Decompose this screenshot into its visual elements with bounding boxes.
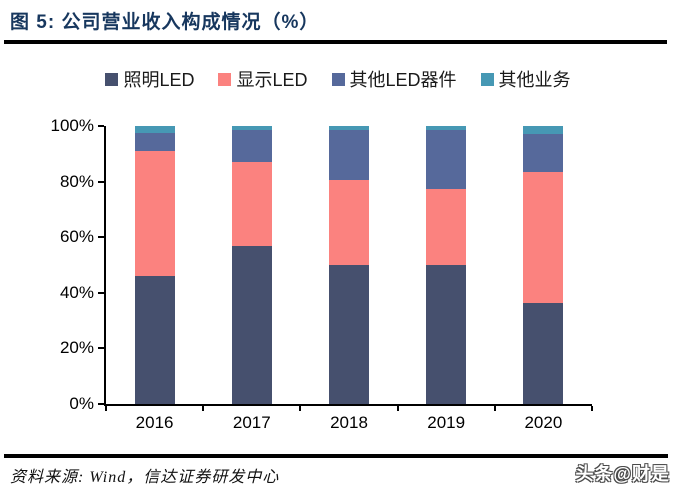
x-axis-tick	[202, 406, 205, 411]
x-axis-tick	[105, 406, 107, 411]
x-axis-label: 2017	[232, 413, 271, 432]
footer-divider	[4, 454, 668, 458]
bar-segment	[329, 126, 369, 131]
legend-label: 其他LED器件	[349, 70, 457, 90]
legend-item-3: 其他业务	[480, 66, 571, 92]
x-axis-label: 2016	[135, 413, 174, 432]
x-axis-tick	[396, 406, 399, 411]
bar-2018	[329, 126, 369, 404]
x-axis-label: 2018	[330, 413, 368, 432]
source-note: 资料来源: Wind，信达证券研发中心	[10, 469, 280, 486]
legend-label: 其他业务	[498, 70, 571, 90]
legend-swatch-icon	[105, 72, 119, 86]
y-axis-label: 0%	[69, 394, 94, 413]
bar-2019	[426, 126, 467, 404]
x-axis-tick	[591, 406, 593, 411]
y-axis-label: 60%	[59, 227, 94, 247]
y-axis-tick	[98, 291, 104, 294]
bar-segment	[426, 188, 467, 265]
legend-label: 显示LED	[236, 70, 308, 90]
bar-segment	[134, 276, 175, 404]
watermark: 头条@财是	[575, 464, 670, 484]
y-axis-tick	[98, 236, 104, 239]
y-axis-tick	[98, 403, 104, 405]
bar-segment	[426, 130, 467, 189]
legend-item-0: 照明LED	[105, 66, 194, 92]
bar-segment	[231, 245, 272, 404]
stacked-bar-plot: 0% 20% 40% 60% 80% 100% 2016 2017 2018 2019 2020	[51, 117, 593, 432]
bar-segment	[523, 134, 564, 172]
bar-2020	[523, 126, 564, 404]
y-axis-label: 100%	[50, 116, 94, 135]
y-axis-tick	[98, 125, 104, 127]
bar-segment	[426, 265, 467, 404]
y-axis-tick	[98, 347, 104, 350]
bar-segment	[523, 302, 564, 404]
chart-legend: 照明LED 显示LED 其他LED器件 其他业务	[0, 66, 676, 92]
title-divider	[4, 40, 667, 44]
y-axis-tick	[98, 180, 104, 183]
bar-segment	[134, 126, 175, 133]
bar-segment	[329, 265, 369, 404]
bar-segment	[134, 151, 175, 277]
x-axis-tick	[493, 406, 496, 411]
x-axis-tick	[299, 406, 302, 411]
y-axis-label: 80%	[59, 171, 94, 191]
x-axis-label: 2019	[427, 413, 466, 432]
bar-segment	[231, 130, 272, 163]
figure-title: 图 5: 公司营业收入构成情况（%）	[10, 12, 320, 33]
bar-segment	[231, 126, 272, 131]
legend-item-2: 其他LED器件	[331, 66, 457, 92]
bar-2017	[231, 126, 272, 404]
legend-item-1: 显示LED	[218, 66, 308, 92]
legend-swatch-icon	[480, 72, 494, 86]
y-axis-label: 40%	[59, 282, 94, 302]
bar-segment	[329, 180, 369, 265]
bar-segment	[134, 132, 175, 152]
legend-swatch-icon	[331, 72, 345, 86]
legend-label: 照明LED	[123, 70, 195, 90]
y-axis-label: 20%	[59, 338, 94, 358]
bar-2016	[134, 126, 175, 404]
bar-segment	[426, 126, 467, 131]
x-axis-label: 2020	[524, 413, 563, 432]
bar-segment	[231, 162, 272, 246]
bar-segment	[329, 130, 369, 181]
bar-segment	[523, 171, 564, 303]
legend-swatch-icon	[218, 72, 232, 86]
bar-segment	[523, 126, 564, 135]
